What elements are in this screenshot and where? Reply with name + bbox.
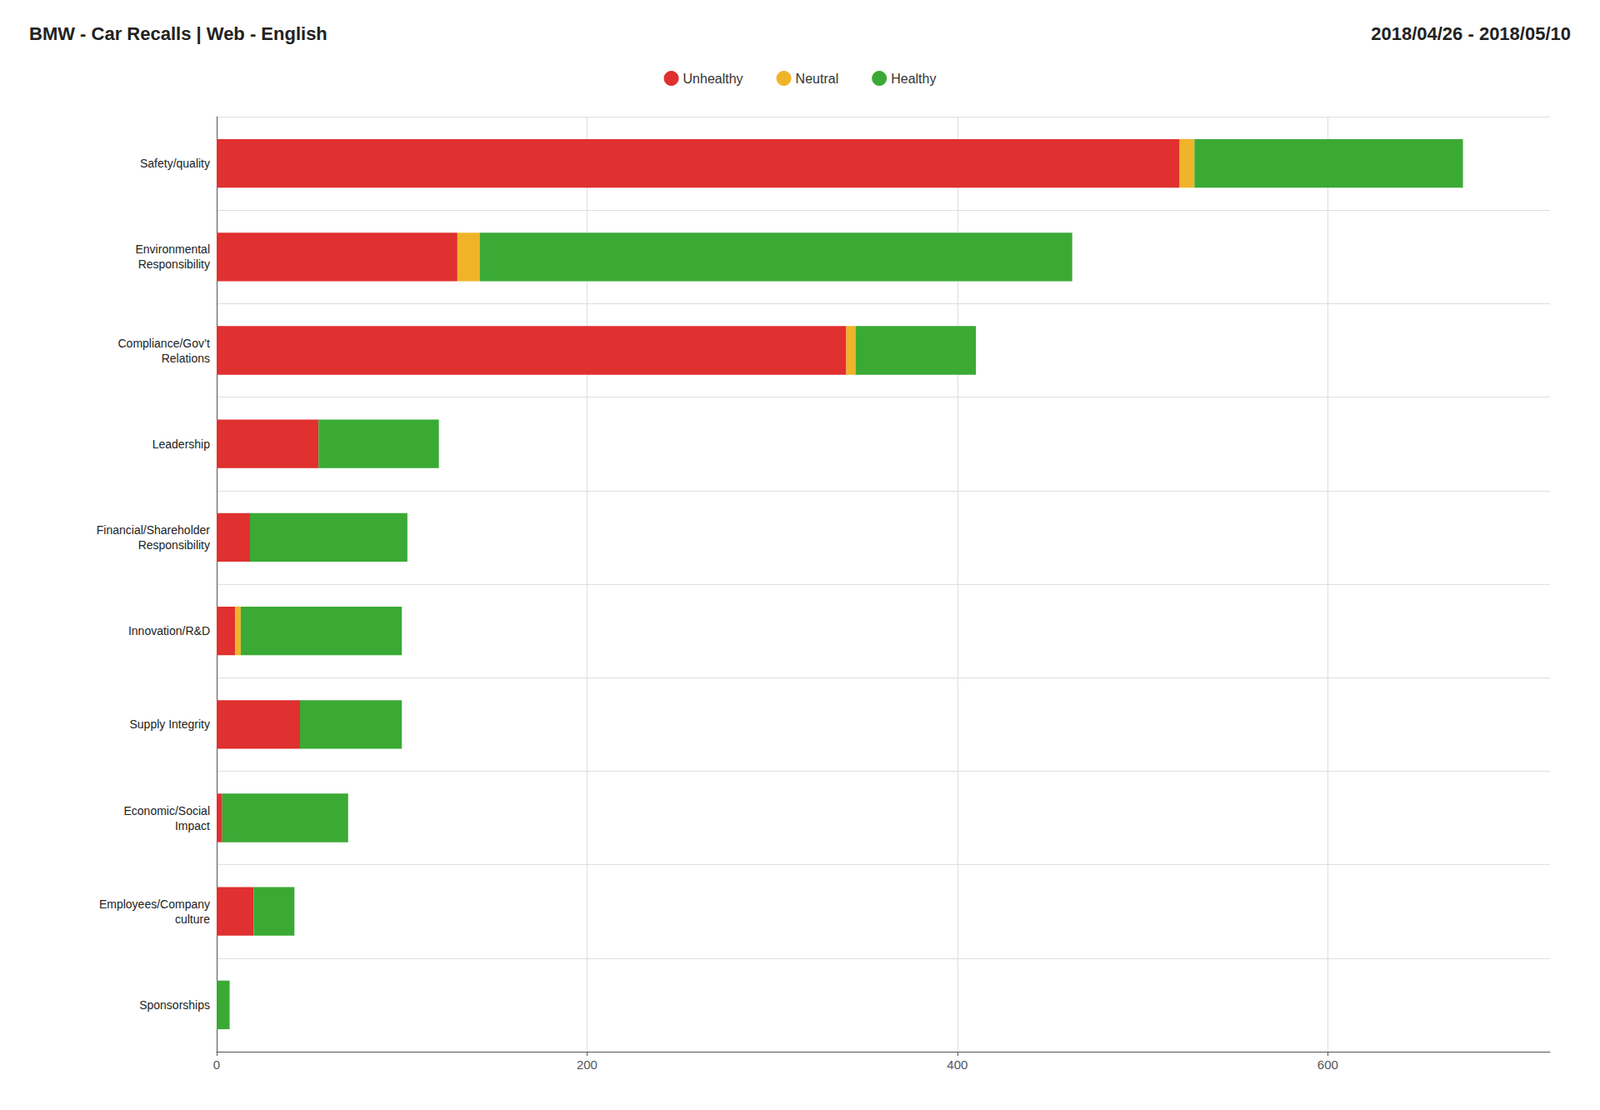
- svg-text:Compliance/Gov’t: Compliance/Gov’t: [118, 336, 211, 350]
- svg-text:Environmental: Environmental: [135, 242, 211, 256]
- svg-text:200: 200: [576, 1057, 598, 1072]
- svg-text:Responsibility: Responsibility: [138, 257, 210, 271]
- svg-text:Impact: Impact: [175, 819, 210, 833]
- svg-text:Supply Integrity: Supply Integrity: [130, 717, 211, 731]
- svg-text:Sponsorships: Sponsorships: [139, 998, 210, 1012]
- svg-text:600: 600: [1317, 1057, 1339, 1072]
- svg-text:Healthy: Healthy: [890, 71, 936, 86]
- svg-text:Employees/Company: Employees/Company: [99, 897, 210, 911]
- svg-text:0: 0: [213, 1057, 220, 1072]
- svg-text:400: 400: [946, 1057, 968, 1072]
- svg-text:culture: culture: [175, 912, 210, 926]
- svg-text:Financial/Shareholder: Financial/Shareholder: [96, 523, 211, 537]
- svg-text:Economic/Social: Economic/Social: [124, 804, 211, 818]
- svg-text:2018/04/26 - 2018/05/10: 2018/04/26 - 2018/05/10: [1370, 23, 1571, 45]
- svg-text:Responsibility: Responsibility: [138, 538, 210, 552]
- svg-text:Innovation/R&D: Innovation/R&D: [128, 624, 210, 638]
- svg-text:Leadership: Leadership: [152, 437, 210, 451]
- svg-text:Unhealthy: Unhealthy: [683, 71, 744, 86]
- svg-text:Relations: Relations: [161, 351, 210, 365]
- svg-text:BMW - Car Recalls | Web - Engl: BMW - Car Recalls | Web - English: [29, 23, 328, 45]
- svg-text:Neutral: Neutral: [795, 71, 840, 86]
- svg-text:Safety/quality: Safety/quality: [140, 156, 210, 170]
